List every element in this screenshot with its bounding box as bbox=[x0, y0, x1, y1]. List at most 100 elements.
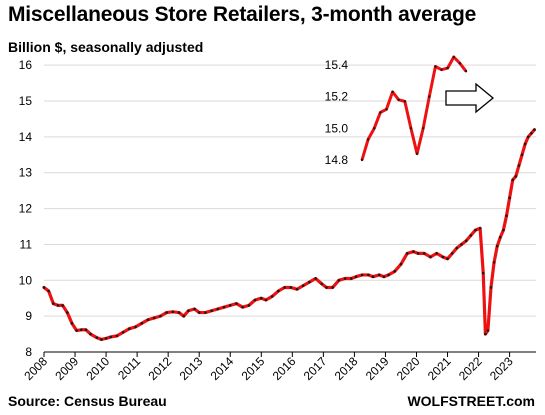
data-point bbox=[478, 227, 482, 230]
main-series bbox=[42, 128, 537, 342]
x-tick-label: 2010 bbox=[83, 354, 112, 383]
y-tick-label: 8 bbox=[25, 345, 32, 359]
data-point bbox=[100, 338, 103, 341]
data-point bbox=[320, 282, 324, 286]
x-tick-label: 2012 bbox=[146, 354, 175, 383]
data-point bbox=[75, 329, 78, 332]
gridlines bbox=[44, 64, 536, 353]
data-point bbox=[441, 255, 445, 259]
data-point bbox=[152, 316, 156, 320]
data-point bbox=[134, 325, 137, 329]
inset-data-point bbox=[458, 62, 462, 65]
x-tick-label: 2009 bbox=[52, 354, 81, 383]
y-tick-label: 12 bbox=[19, 202, 33, 216]
data-point bbox=[469, 234, 473, 237]
data-point bbox=[241, 305, 244, 309]
x-tick-label: 2013 bbox=[177, 354, 206, 383]
data-point bbox=[146, 318, 150, 322]
x-tick-label: 2014 bbox=[208, 354, 237, 383]
data-point bbox=[89, 332, 92, 336]
inset-data-point bbox=[434, 65, 437, 68]
x-tick-label: 2019 bbox=[363, 354, 392, 383]
data-point bbox=[371, 275, 375, 279]
inset-data-point bbox=[409, 127, 413, 130]
data-point bbox=[289, 286, 293, 289]
data-point bbox=[455, 246, 459, 250]
data-point bbox=[492, 261, 496, 264]
data-point bbox=[70, 322, 74, 325]
data-point bbox=[47, 289, 50, 293]
chart-title: Miscellaneous Store Retailers, 3-month a… bbox=[8, 3, 477, 26]
data-point bbox=[84, 328, 88, 332]
data-point bbox=[193, 307, 196, 311]
data-point bbox=[128, 327, 131, 330]
y-tick-label: 13 bbox=[19, 166, 33, 180]
data-point bbox=[502, 228, 505, 232]
data-point bbox=[422, 252, 426, 255]
x-tick-label: 2017 bbox=[301, 354, 330, 383]
data-point bbox=[228, 304, 232, 307]
inset-data-point bbox=[391, 90, 394, 94]
data-point bbox=[486, 329, 490, 332]
y-tick-label: 14 bbox=[19, 130, 33, 144]
y-axis: 8 9 10 11 12 13 14 15 16 bbox=[19, 58, 33, 359]
inset-data-point bbox=[428, 95, 431, 98]
data-point bbox=[253, 298, 257, 302]
data-point bbox=[283, 286, 286, 289]
data-point bbox=[61, 304, 64, 307]
callout-arrow bbox=[445, 82, 495, 114]
data-point bbox=[429, 255, 432, 259]
data-point bbox=[416, 252, 420, 255]
inset-data-point bbox=[415, 152, 419, 155]
data-point bbox=[526, 135, 530, 139]
data-point bbox=[259, 296, 263, 300]
x-tick-label: 2023 bbox=[487, 354, 516, 383]
data-point bbox=[382, 275, 386, 279]
data-point bbox=[533, 128, 536, 132]
x-tick-label: 2015 bbox=[239, 354, 268, 383]
data-point bbox=[197, 311, 201, 314]
data-point bbox=[95, 336, 99, 339]
data-point bbox=[489, 286, 493, 289]
inset-data-point bbox=[379, 111, 382, 114]
data-point bbox=[530, 131, 533, 135]
data-point bbox=[314, 277, 317, 280]
x-tick-label: 2021 bbox=[425, 354, 454, 383]
data-point bbox=[301, 284, 305, 287]
data-point bbox=[393, 270, 397, 273]
callout-arrow-shape bbox=[445, 82, 495, 114]
data-point bbox=[159, 314, 162, 318]
source-note: Source: Census Bureau bbox=[8, 393, 167, 409]
data-point bbox=[367, 273, 370, 277]
data-point bbox=[121, 330, 125, 334]
x-tick-label: 2018 bbox=[332, 354, 361, 383]
data-point bbox=[387, 273, 390, 277]
data-point bbox=[270, 295, 274, 298]
data-point bbox=[435, 252, 438, 255]
data-point bbox=[56, 304, 60, 307]
data-point bbox=[523, 142, 527, 146]
data-point bbox=[446, 257, 449, 261]
data-point bbox=[235, 302, 238, 305]
inset-data-point bbox=[440, 68, 443, 71]
data-point bbox=[412, 250, 415, 253]
data-point bbox=[460, 243, 463, 246]
data-point bbox=[520, 153, 524, 157]
x-tick-label: 2016 bbox=[270, 354, 299, 383]
data-point bbox=[511, 178, 515, 182]
inset-data-point bbox=[446, 66, 449, 70]
inset-data-point bbox=[464, 70, 468, 73]
x-tick-label: 2011 bbox=[115, 354, 143, 382]
data-point bbox=[264, 298, 268, 302]
data-point bbox=[360, 273, 364, 277]
inset-data-point bbox=[360, 158, 364, 162]
x-axis: 2008 2009 2010 2011 2012 2013 2014 2015 2016 2017… bbox=[21, 351, 536, 383]
data-point bbox=[499, 235, 502, 239]
data-point bbox=[52, 302, 55, 305]
data-point bbox=[464, 239, 468, 243]
inset-data-point bbox=[366, 138, 370, 141]
y-tick-label: 10 bbox=[19, 273, 33, 287]
data-point bbox=[495, 244, 499, 248]
inset-chart: 14.8 15.0 15.2 15.4 bbox=[325, 55, 468, 167]
